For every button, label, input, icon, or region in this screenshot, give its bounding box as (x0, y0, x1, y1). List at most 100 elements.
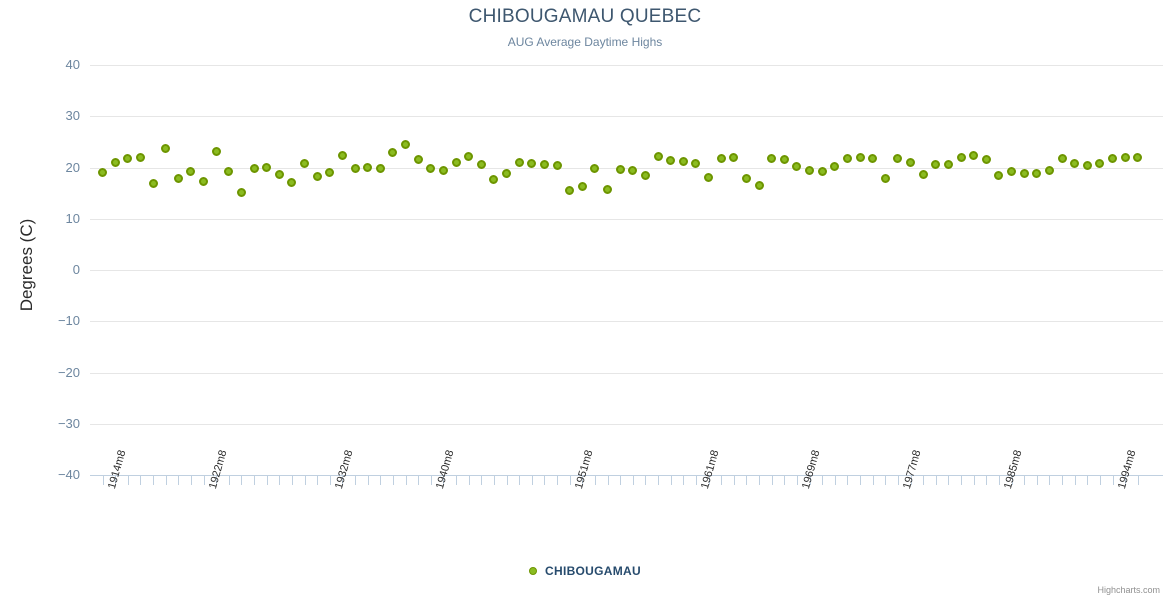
data-point[interactable] (603, 184, 613, 194)
credits-label[interactable]: Highcharts.com (1097, 585, 1160, 595)
data-point[interactable] (931, 160, 941, 170)
x-axis-tick (102, 476, 104, 485)
data-point[interactable] (729, 153, 739, 163)
data-point[interactable] (1082, 160, 1092, 170)
data-point[interactable] (363, 163, 373, 172)
data-point[interactable] (552, 161, 562, 171)
data-point[interactable] (855, 153, 865, 163)
data-point[interactable] (1120, 152, 1130, 162)
x-axis-tick (1099, 476, 1101, 485)
data-point[interactable] (476, 160, 486, 170)
data-point[interactable] (577, 181, 587, 191)
x-axis-tick (430, 476, 432, 485)
x-axis-tick (178, 476, 180, 485)
data-point[interactable] (110, 158, 120, 168)
data-point[interactable] (489, 175, 499, 185)
data-point[interactable] (148, 178, 158, 188)
y-axis-tick-label: 40 (65, 57, 80, 72)
data-point[interactable] (325, 168, 335, 178)
data-point[interactable] (186, 166, 196, 176)
data-point[interactable] (312, 172, 322, 182)
x-axis-tick (519, 476, 521, 485)
data-point[interactable] (918, 170, 928, 180)
data-point[interactable] (211, 147, 221, 157)
data-point[interactable] (287, 178, 297, 188)
data-point[interactable] (716, 153, 726, 163)
data-point[interactable] (666, 155, 676, 165)
data-point[interactable] (1095, 158, 1105, 168)
data-point[interactable] (350, 163, 360, 173)
data-point[interactable] (413, 154, 423, 164)
data-point[interactable] (830, 161, 840, 171)
data-point[interactable] (779, 155, 789, 165)
gridline (90, 65, 1163, 66)
data-point[interactable] (969, 150, 979, 160)
data-point[interactable] (640, 171, 650, 181)
x-axis-tick (708, 476, 710, 485)
data-point[interactable] (792, 162, 802, 172)
chart-title: CHIBOUGAMAU QUEBEC (468, 6, 702, 27)
data-point[interactable] (741, 174, 751, 184)
data-point[interactable] (426, 163, 436, 173)
x-axis-tick (405, 476, 407, 485)
data-point[interactable] (842, 154, 852, 164)
data-point[interactable] (704, 173, 714, 183)
data-point[interactable] (438, 165, 448, 175)
data-point[interactable] (514, 158, 524, 168)
data-point[interactable] (767, 153, 777, 163)
data-point[interactable] (502, 169, 512, 179)
legend-item-chibougamau[interactable]: CHIBOUGAMAU (529, 563, 641, 578)
data-point[interactable] (653, 152, 663, 162)
data-point[interactable] (1133, 153, 1143, 163)
data-point[interactable] (678, 157, 688, 167)
x-axis-tick (380, 476, 382, 485)
data-point[interactable] (615, 164, 625, 174)
data-point[interactable] (1108, 153, 1117, 163)
data-point[interactable] (1057, 153, 1067, 163)
data-point[interactable] (173, 173, 183, 183)
data-point[interactable] (527, 158, 537, 168)
data-point[interactable] (1070, 158, 1080, 168)
data-point[interactable] (880, 174, 890, 184)
data-point[interactable] (300, 158, 310, 168)
x-axis-tick (456, 476, 458, 485)
data-point[interactable] (590, 164, 600, 174)
data-point[interactable] (805, 165, 815, 175)
data-point[interactable] (628, 166, 638, 176)
data-point[interactable] (236, 187, 246, 197)
data-point[interactable] (893, 154, 903, 164)
data-point[interactable] (906, 158, 916, 168)
data-point[interactable] (1019, 169, 1029, 179)
data-point[interactable] (754, 181, 764, 191)
data-point[interactable] (943, 159, 953, 169)
data-point[interactable] (817, 166, 827, 176)
data-point[interactable] (161, 144, 171, 154)
data-point[interactable] (262, 163, 272, 172)
data-point[interactable] (98, 167, 108, 177)
data-point[interactable] (274, 170, 284, 180)
data-point[interactable] (464, 151, 474, 161)
data-point[interactable] (337, 150, 347, 160)
data-point[interactable] (135, 153, 145, 163)
data-point[interactable] (224, 166, 234, 176)
data-point[interactable] (199, 177, 209, 187)
data-point[interactable] (451, 158, 461, 168)
data-point[interactable] (375, 163, 385, 173)
data-point[interactable] (691, 159, 701, 169)
data-point[interactable] (981, 155, 991, 165)
data-point[interactable] (868, 153, 878, 163)
data-point[interactable] (1007, 166, 1017, 176)
data-point[interactable] (388, 148, 398, 158)
data-point[interactable] (994, 170, 1004, 180)
data-point[interactable] (249, 163, 259, 173)
data-point[interactable] (1044, 166, 1054, 176)
gridline (90, 167, 1163, 169)
data-point[interactable] (1032, 169, 1042, 179)
data-point[interactable] (401, 139, 411, 149)
data-point[interactable] (539, 159, 549, 169)
data-point[interactable] (956, 152, 966, 162)
x-axis-tick (279, 476, 281, 485)
data-point[interactable] (565, 186, 575, 196)
data-point[interactable] (123, 154, 133, 164)
